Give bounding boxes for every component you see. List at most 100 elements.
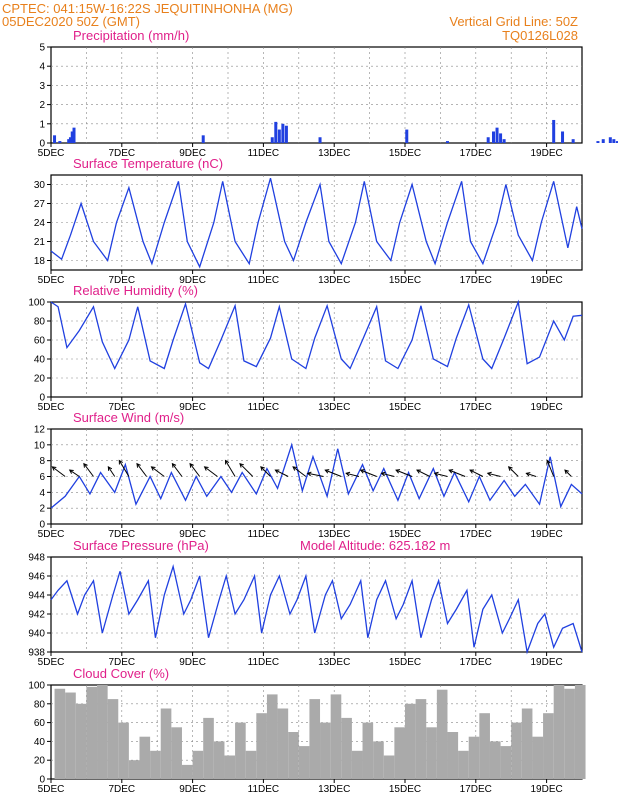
x-tick-label: 19DEC bbox=[530, 148, 562, 159]
y-tick-label: 938 bbox=[28, 648, 45, 659]
x-tick-label: 11DEC bbox=[248, 148, 280, 159]
cloud-bar bbox=[415, 699, 427, 779]
y-tick-label: 944 bbox=[28, 591, 45, 602]
precip-bar bbox=[405, 129, 409, 143]
wind-vector bbox=[292, 466, 307, 477]
precip-bar bbox=[502, 139, 506, 143]
y-tick-label: 4 bbox=[39, 62, 45, 73]
x-tick-label: 19DEC bbox=[530, 657, 562, 668]
y-tick-label: 0 bbox=[39, 520, 45, 531]
y-tick-label: 0 bbox=[39, 775, 45, 786]
plot-frame bbox=[50, 301, 583, 398]
y-tick-label: 60 bbox=[34, 336, 46, 347]
x-tick-label: 9DEC bbox=[179, 275, 206, 286]
wind-shaft bbox=[395, 469, 413, 477]
panel-title: Surface Wind (m/s) bbox=[73, 410, 184, 425]
cloud-bar bbox=[160, 708, 172, 779]
x-tick-label: 9DEC bbox=[179, 148, 206, 159]
cloud-bar bbox=[235, 722, 246, 779]
wind-vector bbox=[546, 459, 555, 477]
y-tick-label: 10 bbox=[34, 440, 46, 451]
wind-vector bbox=[486, 471, 501, 477]
wind-shaft bbox=[416, 469, 431, 477]
cloud-bar bbox=[150, 750, 161, 779]
x-tick-label: 7DEC bbox=[108, 529, 135, 540]
wind-vector bbox=[118, 459, 130, 477]
wind-vector bbox=[359, 469, 377, 477]
y-tick-label: 946 bbox=[28, 572, 45, 583]
cloud-bar bbox=[65, 692, 76, 779]
cloud-bar bbox=[500, 746, 512, 779]
cloud-bar bbox=[574, 685, 586, 779]
cloud-bar bbox=[118, 722, 129, 779]
wind-shaft bbox=[151, 466, 165, 477]
precip-bar bbox=[552, 119, 556, 143]
cloud-bar bbox=[543, 713, 554, 779]
y-tick-label: 5 bbox=[39, 43, 45, 54]
y-tick-label: 24 bbox=[34, 218, 46, 229]
wind-vector bbox=[564, 469, 572, 477]
precip-bar bbox=[201, 135, 205, 143]
wind-arrowhead bbox=[433, 471, 439, 477]
series-line bbox=[50, 563, 583, 655]
wind-vector bbox=[203, 466, 218, 477]
wind-shaft bbox=[107, 466, 116, 477]
wind-shaft bbox=[52, 466, 66, 477]
x-tick-label: 17DEC bbox=[460, 148, 492, 159]
wind-arrowhead bbox=[345, 471, 351, 477]
cloud-bar bbox=[521, 708, 533, 779]
wind-shaft bbox=[487, 472, 501, 477]
wind-vector bbox=[380, 471, 395, 477]
precip-bar bbox=[492, 131, 495, 143]
wind-arrowhead bbox=[306, 471, 312, 477]
y-tick-label: 27 bbox=[34, 199, 46, 210]
wind-vector bbox=[150, 466, 165, 477]
y-tick-label: 40 bbox=[34, 355, 46, 366]
x-tick-label: 13DEC bbox=[318, 784, 350, 795]
cloud-bar bbox=[277, 708, 289, 779]
precip-bar bbox=[53, 135, 57, 143]
cloud-bar bbox=[86, 686, 98, 779]
precip-bar bbox=[612, 139, 616, 143]
x-tick-label: 11DEC bbox=[248, 275, 280, 286]
wind-shaft bbox=[381, 472, 395, 477]
cloud-bar bbox=[479, 713, 490, 779]
wind-shaft bbox=[526, 472, 537, 477]
x-tick-label: 7DEC bbox=[108, 784, 135, 795]
cloud-bar bbox=[320, 722, 331, 779]
x-tick-label: 17DEC bbox=[460, 529, 492, 540]
precip-bar bbox=[499, 133, 503, 143]
cloud-bar bbox=[405, 703, 416, 779]
precip-bar bbox=[58, 141, 62, 143]
wind-arrowhead bbox=[525, 472, 531, 477]
precip-bar bbox=[274, 121, 278, 143]
wind-arrowhead bbox=[83, 462, 88, 468]
panel-title: Surface Temperature (nC) bbox=[73, 156, 223, 171]
x-tick-label: 13DEC bbox=[318, 402, 350, 413]
precip-bar bbox=[561, 131, 565, 143]
y-tick-label: 80 bbox=[34, 699, 46, 710]
x-tick-label: 15DEC bbox=[389, 402, 421, 413]
y-tick-label: 20 bbox=[34, 756, 46, 767]
wind-vector bbox=[260, 466, 271, 477]
wind-arrowhead bbox=[416, 469, 421, 474]
y-tick-label: 1 bbox=[39, 119, 45, 130]
wind-shaft bbox=[307, 472, 324, 477]
wind-shaft bbox=[546, 460, 555, 477]
panel-annotation: Model Altitude: 625.182 m bbox=[300, 538, 450, 553]
x-tick-label: 7DEC bbox=[108, 402, 135, 413]
cloud-bar bbox=[468, 736, 480, 779]
cloud-bar bbox=[75, 703, 87, 779]
wind-vector bbox=[274, 469, 289, 477]
cloud-bar bbox=[139, 736, 151, 779]
cloud-bar bbox=[458, 750, 469, 779]
wind-vector bbox=[107, 466, 116, 477]
wind-arrowhead bbox=[324, 469, 330, 474]
wind-shaft bbox=[118, 460, 130, 477]
precip-bar bbox=[486, 137, 490, 143]
plot-frame bbox=[50, 46, 583, 144]
x-tick-label: 7DEC bbox=[108, 148, 135, 159]
wind-arrowhead bbox=[380, 471, 386, 477]
wind-shaft bbox=[508, 466, 519, 477]
precip-bar bbox=[608, 137, 612, 143]
